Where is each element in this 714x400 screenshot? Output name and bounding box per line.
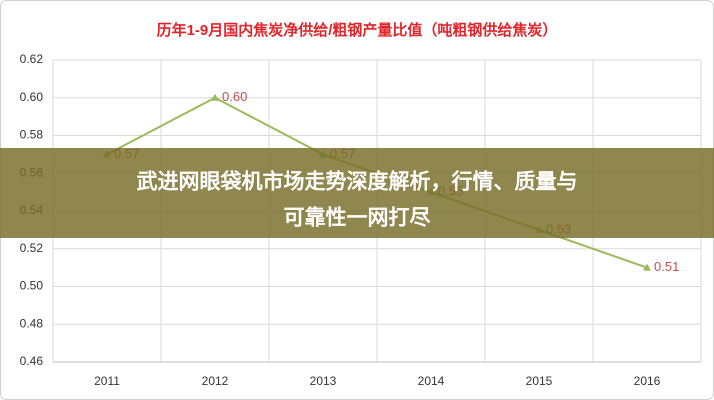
chart-title: 历年1-9月国内焦炭净供给/粗钢产量比值（吨粗钢供给焦炭） bbox=[157, 21, 558, 39]
banner-background bbox=[0, 148, 714, 238]
x-tick-label: 2016 bbox=[634, 374, 661, 388]
banner-line: 武进网眼袋机市场走势深度解析，行情、质量与 bbox=[137, 170, 578, 194]
x-tick-label: 2011 bbox=[94, 374, 120, 388]
y-tick-label: 0.46 bbox=[20, 354, 44, 368]
y-tick-label: 0.62 bbox=[20, 52, 44, 66]
x-tick-label: 2012 bbox=[202, 374, 229, 388]
point-marker bbox=[643, 263, 651, 271]
data-label: 0.60 bbox=[222, 89, 247, 104]
banner-line: 可靠性一网打尽 bbox=[284, 206, 432, 230]
y-tick-label: 0.58 bbox=[20, 128, 44, 142]
x-tick-label: 2013 bbox=[310, 374, 337, 388]
point-marker bbox=[211, 93, 219, 101]
y-tick-label: 0.50 bbox=[20, 279, 44, 293]
x-tick-label: 2015 bbox=[526, 374, 553, 388]
y-tick-label: 0.60 bbox=[20, 90, 44, 104]
data-label: 0.51 bbox=[654, 259, 679, 274]
y-tick-label: 0.48 bbox=[20, 316, 44, 330]
y-tick-label: 0.52 bbox=[20, 241, 44, 255]
overlay-banner: 武进网眼袋机市场走势深度解析，行情、质量与 可靠性一网打尽 bbox=[0, 148, 714, 238]
x-tick-label: 2014 bbox=[418, 374, 445, 388]
